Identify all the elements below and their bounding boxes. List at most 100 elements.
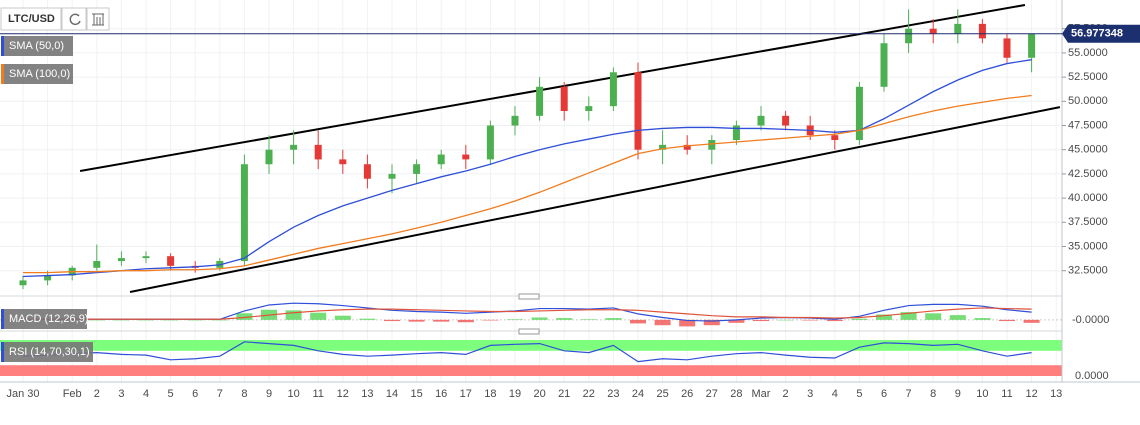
settings-button[interactable]	[86, 7, 110, 31]
macd-histogram-bar	[851, 318, 868, 320]
legend-swatch	[1, 309, 4, 329]
x-tick-label: 4	[832, 388, 838, 400]
x-tick-label: 11	[312, 388, 323, 400]
x-tick-label: 12	[1025, 388, 1037, 400]
x-tick-label: 10	[976, 388, 988, 400]
macd-histogram-bar	[605, 318, 622, 320]
macd-histogram-bar	[482, 319, 499, 321]
macd-histogram-bar	[162, 319, 179, 321]
candle-body	[363, 164, 371, 179]
macd-histogram-bar	[113, 319, 130, 321]
candle-body	[757, 115, 765, 126]
candle-body	[634, 72, 642, 150]
x-tick-label: 16	[435, 388, 447, 400]
macd-histogram-bar	[1023, 319, 1040, 323]
x-tick-label: 8	[241, 388, 247, 400]
legend-box	[1, 309, 87, 329]
legend-box	[1, 342, 93, 362]
candle-body	[413, 164, 421, 174]
macd-histogram-bar	[580, 319, 597, 320]
x-tick-label: 25	[656, 388, 668, 400]
candle-body	[1003, 38, 1011, 58]
signal-line	[23, 307, 1032, 320]
symbol: LTC/USD	[8, 13, 55, 25]
y-tick-label: 47.5000	[1068, 119, 1108, 131]
y-tick-label: 37.5000	[1068, 216, 1108, 228]
x-tick-label: 21	[558, 388, 570, 400]
sma-line	[22, 59, 1032, 278]
macd-histogram-bar	[433, 319, 450, 322]
macd-histogram-bar	[88, 319, 105, 321]
pane-handle[interactable]	[518, 328, 540, 335]
x-tick-label: 6	[881, 388, 887, 400]
x-tick-label: 7	[906, 388, 912, 400]
candle-body	[240, 164, 248, 262]
x-tick-label: 19	[509, 388, 521, 400]
x-tick-label: 9	[266, 388, 272, 400]
x-tick-label: Mar	[752, 388, 771, 400]
candle-body	[462, 154, 470, 160]
x-tick-label: 2	[94, 388, 100, 400]
macd-histogram-bar	[925, 313, 942, 320]
candle-body	[437, 154, 445, 165]
trendline	[79, 4, 1026, 172]
macd-histogram-bar	[630, 319, 646, 324]
x-tick-label: 4	[143, 388, 149, 400]
candle-body	[708, 140, 716, 150]
y-tick-label: 45.0000	[1068, 144, 1108, 156]
macd-histogram-bar	[949, 315, 966, 320]
symbol-box[interactable]	[0, 7, 62, 31]
y-tick-label: 50.0000	[1068, 95, 1108, 107]
x-tick-label: 14	[386, 388, 398, 400]
candle-body	[831, 135, 839, 141]
macd-histogram-bar	[138, 319, 154, 321]
macd-histogram-bar	[654, 319, 671, 326]
settings-icon	[92, 13, 104, 26]
handle[interactable]	[518, 293, 540, 300]
pane-handle[interactable]	[518, 293, 540, 300]
candle-body	[659, 144, 667, 150]
rsi-tick-label: 0.0000	[1075, 370, 1109, 382]
macd-histogram-bar	[531, 317, 548, 320]
legend-label: MACD (12,26,9)	[9, 313, 88, 325]
macd-histogram-bar	[507, 319, 523, 320]
candle-body	[782, 115, 790, 126]
legend-label: SMA (100,0)	[9, 68, 70, 80]
candle-body	[290, 144, 298, 150]
macd-histogram-bar	[802, 319, 819, 321]
y-tick-label: 35.0000	[1068, 240, 1108, 252]
macd-histogram-bar	[236, 313, 253, 320]
legend-label: RSI (14,70,30,1)	[9, 346, 90, 358]
x-tick-label: 24	[632, 388, 644, 400]
macd-histogram-bar	[999, 319, 1015, 322]
handle[interactable]	[518, 328, 540, 335]
x-tick-label: 23	[607, 388, 619, 400]
candle-body	[1028, 33, 1036, 58]
candle-body	[167, 256, 175, 266]
legend-box	[1, 64, 73, 84]
y-tick-label: 52.5000	[1068, 71, 1108, 83]
x-tick-label: 5	[856, 388, 862, 400]
macd-histogram-bar	[974, 318, 991, 320]
macd-histogram-bar	[408, 319, 425, 322]
candle-body	[683, 144, 691, 150]
x-tick-label: 10	[287, 388, 299, 400]
x-tick-label: 20	[533, 388, 545, 400]
macd-histogram-bar	[556, 318, 573, 320]
toolbar: LTC/USD	[0, 7, 110, 31]
last-price-label: 56.977348	[1071, 28, 1123, 40]
candle-body	[388, 173, 396, 179]
x-tick-label: 26	[681, 388, 693, 400]
y-tick-label: 32.5000	[1068, 265, 1108, 277]
refresh-icon	[69, 13, 81, 26]
legend-label: SMA (50,0)	[9, 40, 64, 52]
x-tick-label: 27	[706, 388, 718, 400]
macd-histogram-bar	[211, 319, 228, 321]
x-tick-label: Feb	[63, 388, 82, 400]
refresh-button[interactable]	[61, 7, 87, 31]
candle-body	[314, 144, 322, 160]
macd-histogram-bar	[384, 319, 400, 322]
x-tick-label: 6	[192, 388, 198, 400]
plot	[0, 4, 1062, 376]
x-tick-label: 22	[583, 388, 595, 400]
